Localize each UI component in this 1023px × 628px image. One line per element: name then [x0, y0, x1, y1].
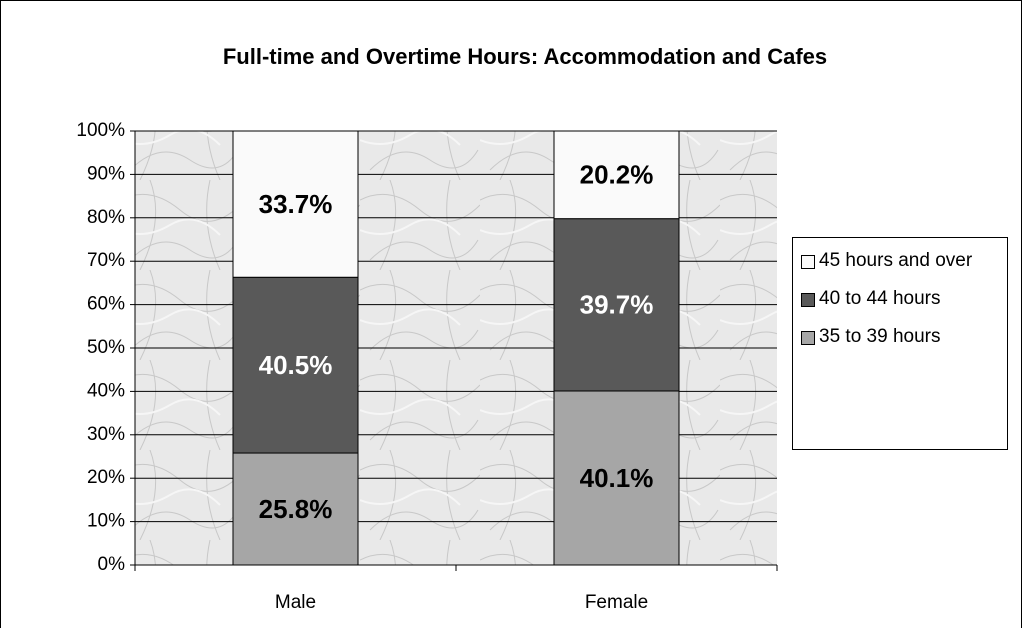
legend-swatch — [801, 255, 815, 269]
legend-label: 40 to 44 hours — [819, 288, 941, 309]
legend-swatch — [801, 293, 815, 307]
y-tick-label: 40% — [87, 380, 125, 401]
y-tick-label: 100% — [76, 120, 125, 141]
y-tick-label: 80% — [87, 207, 125, 228]
legend-item: 45 hours and over — [801, 250, 999, 272]
bar-segment — [232, 276, 359, 454]
bar-segment — [553, 130, 680, 220]
legend-label: 35 to 39 hours — [819, 326, 941, 347]
data-label: 33.7% — [259, 189, 333, 219]
y-tick-label: 70% — [87, 250, 125, 271]
legend: 45 hours and over 40 to 44 hours 35 to 39 … — [792, 237, 1008, 450]
bar-segment — [232, 452, 359, 566]
data-label: 40.1% — [580, 463, 654, 493]
data-label: 40.5% — [259, 350, 333, 380]
data-label: 25.8% — [259, 494, 333, 524]
x-tick-label: Female — [585, 592, 648, 613]
legend-item: 40 to 44 hours — [801, 288, 999, 310]
bar-segment — [232, 130, 359, 278]
legend-swatch — [801, 331, 815, 345]
y-tick-label: 50% — [87, 337, 125, 358]
y-tick-label: 0% — [98, 554, 126, 575]
y-tick-label: 20% — [87, 467, 125, 488]
bar-segment — [553, 390, 680, 566]
y-tick-label: 90% — [87, 163, 125, 184]
data-label: 20.2% — [580, 160, 654, 190]
data-label: 39.7% — [580, 290, 654, 320]
x-tick-label: Male — [275, 592, 316, 613]
y-tick-label: 10% — [87, 511, 125, 532]
legend-item: 35 to 39 hours — [801, 326, 999, 348]
y-tick-label: 30% — [87, 424, 125, 445]
legend-label: 45 hours and over — [819, 250, 973, 271]
bar-segment — [553, 218, 680, 392]
chart-title: Full-time and Overtime Hours: Accommodat… — [223, 44, 827, 69]
y-tick-label: 60% — [87, 294, 125, 315]
